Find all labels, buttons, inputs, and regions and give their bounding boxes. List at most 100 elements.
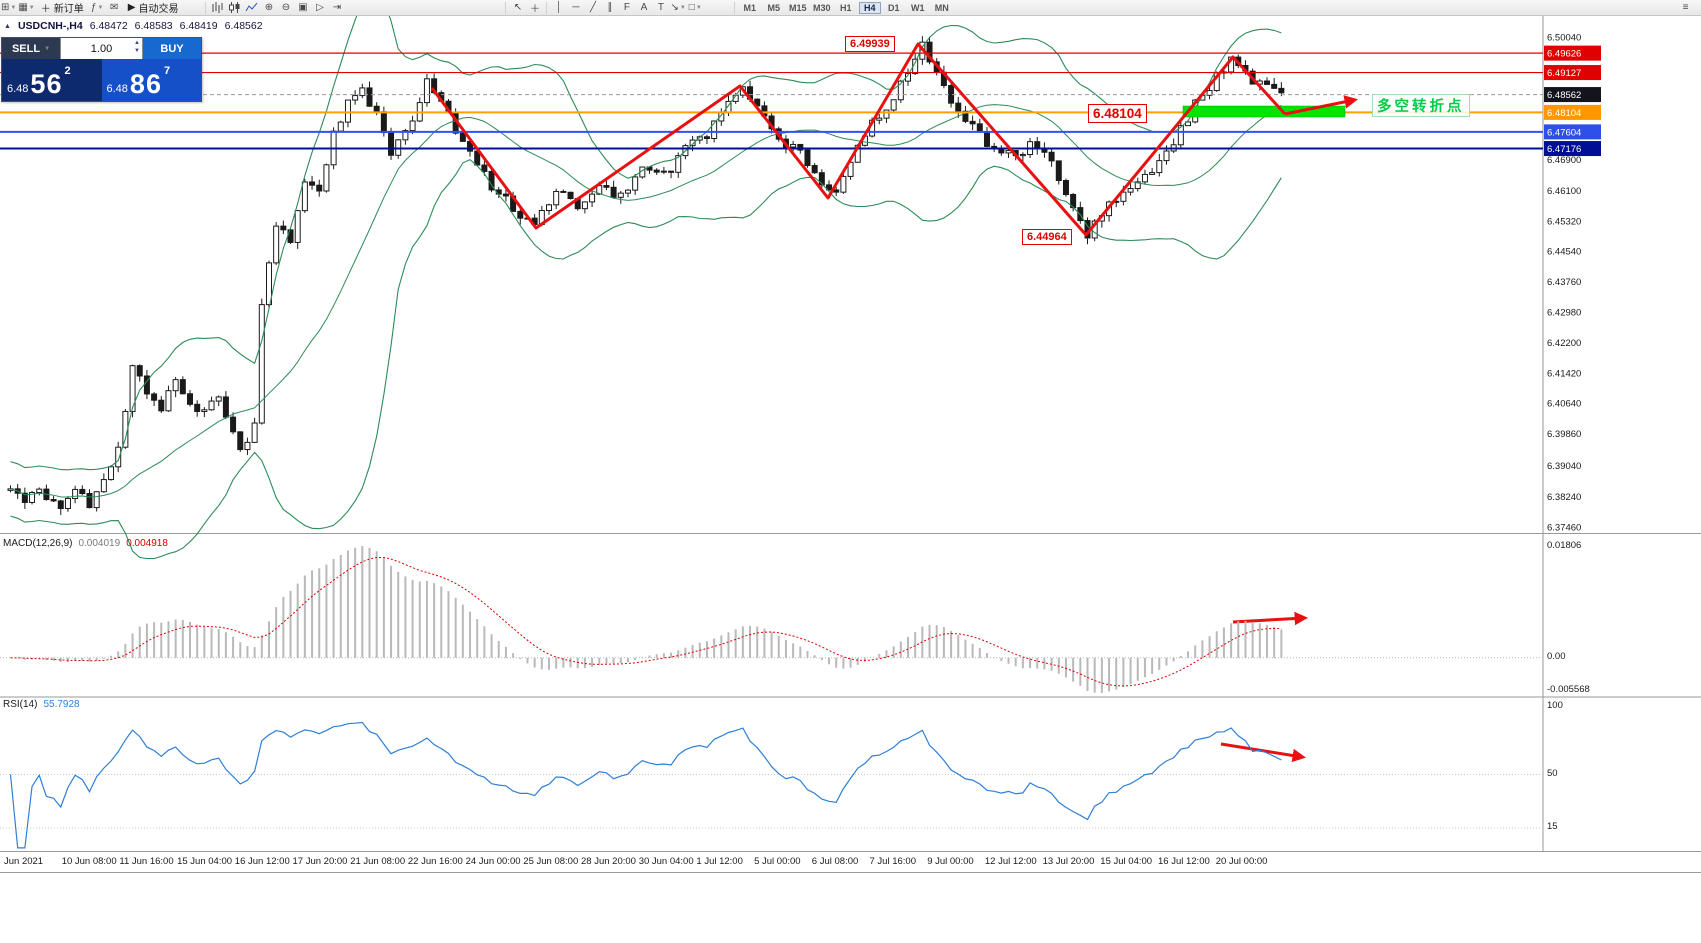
candle-body bbox=[603, 185, 610, 188]
shapes-tool-icon[interactable]: □ ▼ bbox=[688, 2, 702, 13]
candle-body bbox=[301, 181, 308, 212]
new-chart-icon[interactable]: ⊞ ▼ bbox=[1, 2, 17, 13]
candle-body bbox=[668, 170, 675, 173]
candle-body bbox=[589, 193, 596, 203]
time-axis-label: 12 Jul 12:00 bbox=[985, 856, 1037, 867]
chart-shift-icon[interactable]: ⇥ bbox=[332, 2, 342, 13]
window-list-icon[interactable]: ≡ bbox=[1682, 2, 1689, 13]
candle-body bbox=[72, 488, 79, 499]
arrows-tool-icon[interactable]: ↘ ▼ bbox=[670, 2, 686, 13]
time-axis-label: 24 Jun 00:00 bbox=[466, 856, 521, 867]
volume-value: 1.00 bbox=[90, 42, 113, 55]
bollinger-middle-band bbox=[10, 104, 1282, 498]
swing-low-label[interactable]: 6.44964 bbox=[1022, 229, 1072, 245]
cursor-icon[interactable]: ↖ bbox=[513, 2, 523, 13]
horizontal-line-icon[interactable]: ─ bbox=[572, 2, 580, 13]
crosshair-icon[interactable]: ＋ bbox=[529, 4, 540, 15]
vertical-line-icon[interactable]: │ bbox=[555, 2, 563, 13]
candle-body bbox=[1156, 160, 1163, 174]
price-axis-label: 6.42980 bbox=[1547, 307, 1581, 318]
zigzag-trend-line[interactable] bbox=[430, 42, 1287, 237]
zoom-in-icon[interactable]: ⊕ bbox=[264, 2, 274, 13]
price-tag bbox=[1544, 65, 1601, 81]
candle-body bbox=[359, 87, 366, 97]
symbol-bar: ▲ USDCNH-,H4 6.48472 6.48583 6.48419 6.4… bbox=[4, 20, 263, 32]
macd-title: MACD(12,26,9) 0.004019 0.004918 bbox=[3, 538, 168, 549]
macd-axis-zero: 0.00 bbox=[1547, 651, 1566, 662]
auto-scroll-icon[interactable]: ▷ bbox=[316, 2, 324, 13]
tile-windows-icon[interactable]: ▣ bbox=[298, 2, 308, 13]
profiles-icon[interactable]: ▦ ▼ bbox=[18, 2, 35, 13]
fibonacci-icon[interactable]: F bbox=[619, 1, 634, 15]
price-axis-label: 6.40640 bbox=[1547, 399, 1581, 410]
turning-point-label[interactable]: 多空转折点 bbox=[1372, 94, 1470, 117]
timeframe-h4[interactable]: H4 bbox=[858, 1, 881, 14]
timeframe-w1[interactable]: W1 bbox=[911, 2, 925, 13]
channel-icon[interactable]: ∥ bbox=[607, 2, 613, 13]
candle-body bbox=[481, 164, 488, 172]
candle-body bbox=[840, 175, 847, 193]
swing-high-label[interactable]: 6.49939 bbox=[845, 36, 895, 52]
line-chart-icon[interactable] bbox=[244, 1, 259, 15]
trend-arrow[interactable] bbox=[1284, 95, 1358, 116]
timeframe-m1[interactable]: M1 bbox=[743, 2, 757, 13]
price-tag-text: 6.48562 bbox=[1547, 90, 1581, 101]
zoom-out-icon[interactable]: ⊖ bbox=[281, 2, 291, 13]
candle-body bbox=[567, 191, 574, 200]
chevron-down-icon: ▼ bbox=[44, 45, 51, 52]
price-tag-text: 6.49127 bbox=[1547, 68, 1581, 79]
candle-body bbox=[1278, 87, 1285, 94]
toolbar-separator bbox=[505, 1, 507, 14]
candle-body bbox=[230, 416, 237, 433]
play-icon: ▶ bbox=[127, 2, 136, 13]
timeframe-h1[interactable]: H1 bbox=[840, 2, 852, 13]
autotrading-button[interactable]: ▶ 自动交易 bbox=[124, 1, 183, 15]
candle-body bbox=[201, 409, 208, 412]
support-zone-bar[interactable] bbox=[1182, 105, 1346, 118]
indicators-icon[interactable]: ƒ ▼ bbox=[90, 2, 104, 13]
price-axis-label: 6.39860 bbox=[1547, 429, 1581, 440]
text-tool-icon[interactable]: A bbox=[636, 1, 651, 15]
candle-body bbox=[409, 120, 416, 132]
candle-body bbox=[1055, 160, 1062, 182]
stepper-up-icon[interactable]: ▲ bbox=[134, 40, 140, 46]
timeframe-d1[interactable]: D1 bbox=[888, 2, 900, 13]
candle-body bbox=[165, 390, 172, 412]
sell-button[interactable]: SELL ▼ bbox=[2, 38, 60, 59]
label-tool-icon[interactable]: T bbox=[653, 1, 668, 15]
candle-body bbox=[1062, 180, 1069, 196]
volume-stepper[interactable]: ▲ ▼ bbox=[134, 39, 140, 55]
trendline-icon[interactable]: ╱ bbox=[589, 2, 596, 13]
alerts-icon[interactable]: ✉ bbox=[110, 2, 119, 13]
candle-body bbox=[711, 120, 718, 140]
ohlc-high: 6.48583 bbox=[134, 20, 173, 32]
ohlc-open: 6.48472 bbox=[89, 20, 128, 32]
candle-body bbox=[804, 149, 811, 167]
collapse-panel-icon[interactable]: ▲ bbox=[4, 22, 11, 30]
volume-input[interactable]: 1.00 ▲ ▼ bbox=[60, 38, 143, 59]
candle-body bbox=[675, 155, 682, 173]
bar-chart-icon[interactable] bbox=[210, 1, 225, 15]
time-axis-label: 28 Jun 20:00 bbox=[581, 856, 636, 867]
stepper-down-icon[interactable]: ▼ bbox=[134, 48, 140, 54]
candle-body bbox=[1134, 181, 1141, 190]
buy-quote[interactable]: 6.48 86 7 bbox=[101, 59, 201, 101]
sell-quote[interactable]: 6.48 56 2 bbox=[2, 59, 102, 101]
quote-row: 6.48 56 2 6.48 86 7 bbox=[2, 59, 201, 101]
candle-body bbox=[1271, 83, 1278, 89]
candle-body bbox=[323, 164, 330, 192]
timeframe-mn[interactable]: MN bbox=[934, 2, 949, 13]
timeframe-m30[interactable]: M30 bbox=[813, 2, 831, 13]
timeframe-toolbar: M1 M5 M15 M30 H1 H4 D1 W1 MN bbox=[738, 1, 954, 14]
candle-body bbox=[136, 365, 143, 377]
bollinger-lower-band bbox=[10, 158, 1282, 560]
buy-button[interactable]: BUY bbox=[143, 38, 201, 59]
pivot-price-label[interactable]: 6.48104 bbox=[1088, 104, 1147, 123]
timeframe-m5[interactable]: M5 bbox=[767, 2, 781, 13]
candle-body bbox=[689, 139, 696, 147]
timeframe-m15[interactable]: M15 bbox=[789, 2, 807, 13]
candle-body bbox=[1048, 151, 1055, 162]
new-order-button[interactable]: ＋ 新订单 bbox=[37, 1, 88, 15]
candlestick-chart-icon[interactable] bbox=[227, 1, 242, 15]
